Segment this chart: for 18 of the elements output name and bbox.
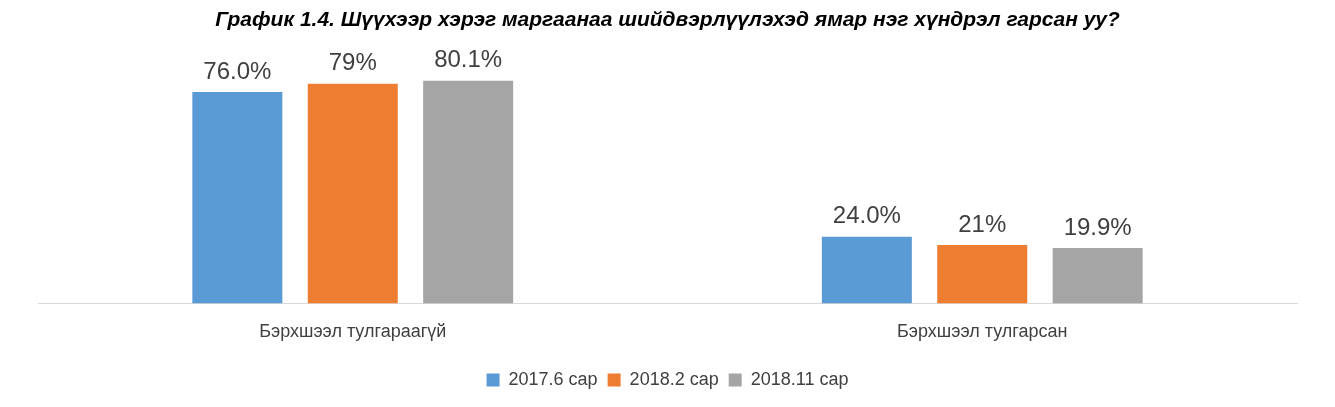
bar bbox=[821, 236, 912, 304]
data-label: 80.1% bbox=[434, 45, 503, 73]
bar bbox=[423, 80, 514, 304]
bar bbox=[307, 83, 398, 304]
data-label: 19.9% bbox=[1063, 212, 1132, 240]
data-label: 79% bbox=[328, 48, 377, 76]
data-label: 24.0% bbox=[832, 201, 901, 229]
legend-label: 2018.11 сар bbox=[750, 368, 849, 389]
x-tick-label: Бэрхшээл тулгараагүй bbox=[259, 321, 447, 342]
legend-label: 2017.6 сар bbox=[508, 368, 598, 389]
chart-title: График 1.4. Шүүхээр хэрэг маргаанаа шийдвэрлүүлэхэд ямар нэг хүндрэл гарсан уу? bbox=[215, 7, 1121, 31]
bar bbox=[1052, 248, 1143, 304]
legend-label: 2018.2 сар bbox=[629, 368, 719, 389]
bar bbox=[937, 245, 1028, 304]
bar bbox=[192, 92, 283, 304]
data-label: 21% bbox=[958, 209, 1007, 237]
x-tick-label: Бэрхшээл тулгарсан bbox=[897, 321, 1068, 342]
data-label: 76.0% bbox=[203, 56, 272, 84]
